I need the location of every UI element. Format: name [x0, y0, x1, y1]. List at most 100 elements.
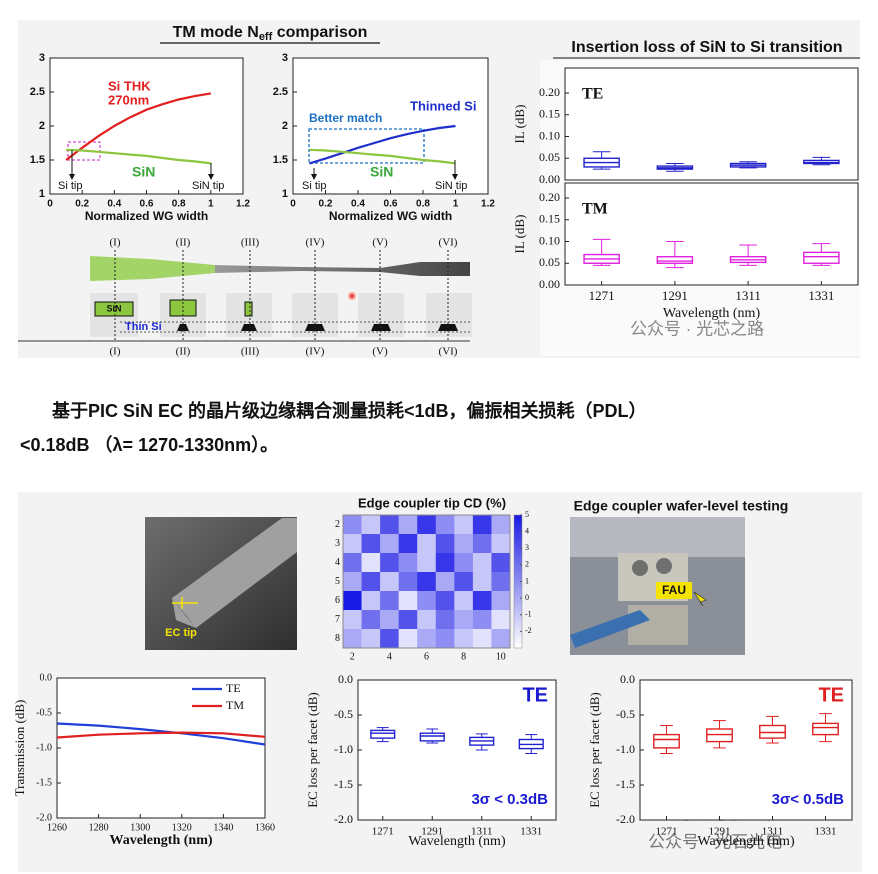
watermark: 公众号 · 光石光电 [648, 832, 782, 851]
heat-cell [361, 534, 381, 554]
stage-label: (VI) [439, 237, 458, 249]
stage-label: (V) [372, 237, 388, 249]
y-tick-label: 3 [39, 52, 45, 64]
panel-label: TE [522, 684, 548, 706]
x-tick-label: 1311 [471, 826, 493, 838]
x-tick-label: 1271 [372, 826, 394, 838]
heat-cell [398, 534, 418, 554]
heat-cell [417, 553, 437, 573]
annotation: 3σ < 0.3dB [471, 791, 548, 808]
y-axis-label: EC loss per facet (dB) [587, 692, 602, 808]
x-tick-label: 1311 [735, 288, 761, 303]
heat-cell [361, 553, 381, 573]
y-tick-label: 0.20 [539, 85, 560, 99]
highlight-box [308, 128, 425, 164]
x-tick-label: 0.4 [107, 199, 121, 210]
chart-title: Edge coupler tip CD (%) [358, 495, 506, 510]
x-tick-label: 1331 [808, 288, 834, 303]
y-tick-label: 0.0 [338, 672, 353, 686]
thin-si-label: Thin Si [125, 321, 162, 333]
heat-cell [454, 553, 474, 573]
x-axis-label: Wavelength (nm) [109, 833, 212, 848]
cursor-dot [350, 294, 354, 298]
x-tick-label: 2 [350, 651, 355, 662]
heat-cell [435, 572, 455, 592]
heat-cell [361, 610, 381, 630]
box [370, 729, 396, 739]
x-axis-label: Wavelength (nm) [663, 306, 761, 321]
x-tick-label: 1360 [255, 822, 275, 833]
plot-frame [639, 679, 853, 821]
stage-label: (I) [110, 237, 121, 249]
title-main: TM mode N [173, 24, 259, 41]
heat-cell [380, 572, 399, 592]
y-axis-label: EC loss per facet (dB) [305, 692, 320, 808]
x-tick-label: 0.6 [384, 199, 398, 210]
heat-cell [398, 515, 418, 535]
y-tick-label: 1 [282, 188, 288, 200]
heat-cell [380, 515, 399, 535]
heat-cell [361, 591, 381, 611]
x-tick-label: 10 [496, 651, 506, 662]
y-axis-label: IL (dB) [512, 105, 527, 144]
colorbar-label: 2 [525, 560, 529, 569]
y-axis-label: Transmission (dB) [12, 700, 27, 797]
box [656, 256, 694, 264]
stage-label: (V) [372, 346, 388, 358]
chart-title: Insertion loss of SiN to Si transition [571, 39, 842, 56]
photo-screw [656, 558, 672, 574]
y-tick-label: 0.00 [539, 277, 560, 291]
heat-cell [380, 610, 399, 630]
x-tick-label: 0.4 [351, 199, 365, 210]
heat-cell [398, 610, 418, 630]
box [812, 722, 839, 736]
series-line [56, 722, 266, 746]
y-tick-label: -2.0 [36, 812, 52, 823]
y-tick-label: 0.05 [539, 150, 560, 164]
tip-arrowhead [311, 174, 317, 180]
y-tick-label: -1.5 [616, 777, 635, 791]
x-axis-label: Wavelength (nm) [408, 834, 506, 849]
heat-cell [472, 629, 492, 649]
y-tick-label: -1.5 [334, 777, 353, 791]
photo-title: Edge coupler wafer-level testing [574, 498, 789, 514]
sin-label: SiN [106, 303, 121, 313]
panel-label: TE [818, 684, 844, 706]
title-sub: eff [259, 31, 273, 43]
x-tick-label: 0.2 [319, 199, 333, 210]
watermark: 公众号 · 光芯之路 [630, 319, 764, 338]
annotation: SiN tip [435, 180, 467, 192]
photo-region [570, 517, 745, 557]
x-tick-label: 1271 [656, 826, 678, 838]
heat-cell [417, 534, 437, 554]
y-tick-label: 4 [335, 557, 340, 568]
x-tick-label: 6 [424, 651, 429, 662]
legend-label: TE [226, 681, 241, 695]
heat-cell [435, 553, 455, 573]
y-tick-label: 2 [282, 120, 288, 132]
annotation: Si tip [302, 180, 326, 192]
heat-cell [435, 515, 455, 535]
paragraph-line: 基于PIC SiN EC 的晶片级边缘耦合测量损耗<1dB，偏振相关损耗（PDL… [51, 400, 647, 421]
x-tick-label: 1331 [815, 826, 837, 838]
test-photo: FAU [570, 517, 745, 655]
colorbar-label: 3 [525, 543, 529, 552]
colorbar-label: 4 [525, 526, 529, 535]
heat-cell [361, 572, 381, 592]
heat-cell [343, 572, 362, 592]
heat-cell [343, 629, 362, 649]
heat-cell [398, 572, 418, 592]
tip-arrowhead [452, 174, 458, 180]
y-tick-label: -1.0 [616, 742, 635, 756]
series-line [65, 92, 211, 161]
colorbar-label: 1 [525, 576, 529, 585]
heat-cell [472, 553, 492, 573]
si-core [241, 324, 257, 331]
y-tick-label: 2 [335, 519, 340, 530]
heat-cell [417, 629, 437, 649]
annotation: Better match [309, 111, 382, 125]
heat-cell [491, 553, 511, 573]
y-tick-label: 7 [335, 614, 340, 625]
y-tick-label: 6 [335, 595, 340, 606]
